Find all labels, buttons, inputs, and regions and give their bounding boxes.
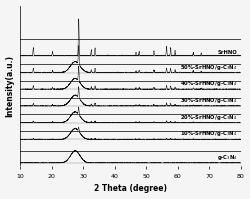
Text: g-C$_3$N$_4$: g-C$_3$N$_4$	[216, 153, 238, 162]
Text: 30%-SrHNO/g-C$_3$N$_4$: 30%-SrHNO/g-C$_3$N$_4$	[180, 96, 238, 105]
Text: 40%-SrHNO/g-C$_3$N$_4$: 40%-SrHNO/g-C$_3$N$_4$	[180, 79, 238, 88]
Text: 10%-SrHNO/g-C$_3$N$_4$: 10%-SrHNO/g-C$_3$N$_4$	[180, 130, 238, 139]
Y-axis label: Intensity(a.u.): Intensity(a.u.)	[6, 55, 15, 117]
Text: SrHNO: SrHNO	[218, 50, 238, 55]
Text: 20%-SrHNO/g-C$_3$N$_4$: 20%-SrHNO/g-C$_3$N$_4$	[180, 113, 238, 122]
X-axis label: 2 Theta (degree): 2 Theta (degree)	[94, 184, 167, 193]
Text: 50%-SrHNO/g-C$_3$N$_4$: 50%-SrHNO/g-C$_3$N$_4$	[180, 62, 238, 71]
